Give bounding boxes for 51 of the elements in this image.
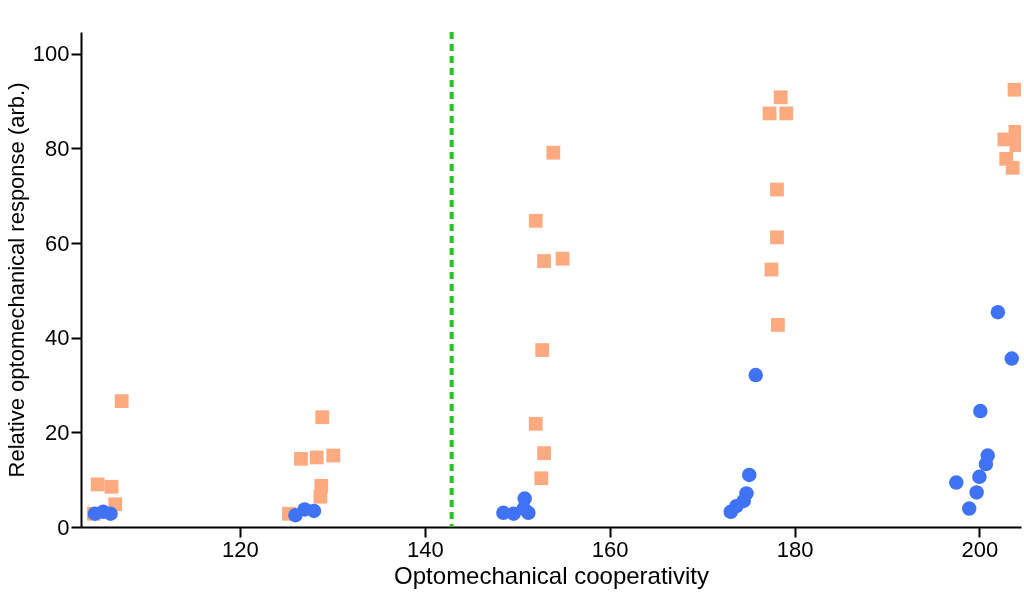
point [990, 304, 1006, 320]
y-tick-label: 60 [45, 230, 70, 256]
point [521, 505, 536, 521]
point [742, 467, 757, 483]
point [294, 451, 308, 466]
point [771, 318, 785, 332]
x-tick-label: 160 [591, 536, 629, 562]
y-tick-label: 20 [45, 419, 70, 445]
point [546, 145, 561, 160]
point [770, 230, 784, 245]
y-axis-title: Relative optomechanical response (arb.) [3, 82, 29, 478]
point [969, 485, 984, 500]
point [1004, 351, 1019, 366]
point [973, 403, 988, 419]
point [555, 251, 570, 266]
y-tick-label: 0 [57, 514, 70, 540]
point [779, 106, 794, 121]
point [104, 479, 119, 494]
point [773, 90, 788, 105]
point [723, 504, 739, 520]
point [306, 503, 322, 519]
point [315, 410, 330, 425]
point [528, 213, 543, 228]
x-tick-label: 200 [961, 536, 999, 562]
point [972, 469, 987, 485]
point [1008, 124, 1021, 139]
point [978, 456, 994, 472]
x-tick-label: 140 [406, 536, 444, 562]
point [1007, 82, 1021, 97]
point [961, 501, 977, 516]
point [537, 254, 551, 268]
point [309, 450, 324, 465]
y-tick-label: 40 [45, 325, 70, 351]
x-axis-title: Optomechanical cooperativity [394, 561, 709, 589]
y-tick-label: 80 [45, 135, 70, 161]
point [537, 446, 551, 461]
x-tick-label: 180 [776, 536, 814, 562]
point [1005, 160, 1020, 175]
x-tick-label: 120 [222, 536, 259, 562]
point [528, 416, 543, 431]
point [534, 471, 549, 486]
point [326, 448, 341, 463]
point [770, 182, 784, 197]
point [535, 343, 550, 357]
point [949, 475, 964, 490]
point [313, 489, 328, 504]
point [90, 477, 105, 492]
point [748, 367, 763, 383]
y-tick-label: 100 [32, 41, 70, 67]
point [103, 506, 118, 521]
point [114, 394, 129, 409]
